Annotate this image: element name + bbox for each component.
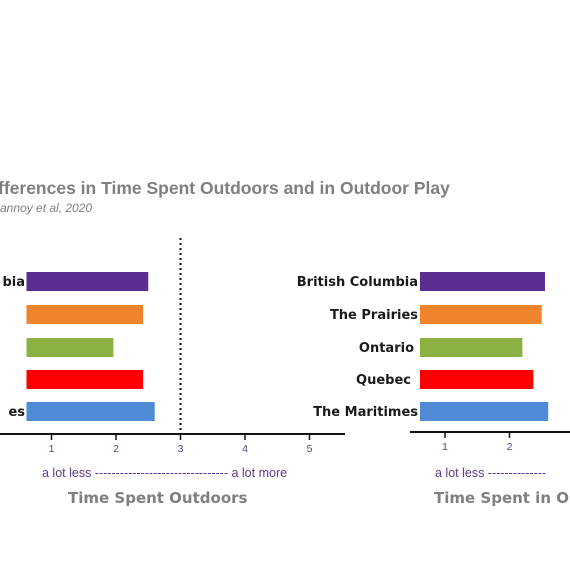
category-label: bia — [2, 275, 25, 290]
x-tick-label: 1 — [49, 443, 55, 455]
category-label: British Columbia — [297, 275, 418, 290]
category-label: Ontario — [359, 341, 414, 356]
x-axis-title: Time Spent in Out — [434, 489, 570, 507]
bar-2-4 — [420, 370, 534, 389]
x-tick-label: 2 — [507, 441, 513, 453]
bar-2-3 — [420, 338, 523, 357]
bar-1-2 — [26, 305, 144, 324]
bar-2-2 — [420, 305, 542, 324]
category-label: The Prairies — [330, 308, 418, 323]
category-label: Quebec — [356, 373, 411, 388]
bar-2-1 — [420, 272, 545, 291]
x-tick-label: 5 — [307, 443, 313, 455]
bar-2-5 — [420, 402, 549, 421]
x-tick-label: 4 — [242, 443, 248, 455]
category-label: es — [8, 405, 25, 420]
scale-label: a lot less -------------- — [435, 466, 546, 480]
bar-1-1 — [26, 272, 149, 291]
x-tick-label: 1 — [442, 441, 448, 453]
slide-title: fferences in Time Spent Outdoors and in … — [0, 178, 450, 198]
x-tick-label: 2 — [113, 443, 119, 455]
bar-1-3 — [26, 338, 114, 357]
category-label: The Maritimes — [313, 405, 418, 420]
slide-subtitle: annoy et al, 2020 — [0, 201, 93, 215]
bar-1-4 — [26, 370, 144, 389]
bar-1-5 — [26, 402, 155, 421]
scale-label: a lot less -----------------------------… — [42, 466, 287, 480]
x-axis-title: Time Spent Outdoors — [68, 489, 248, 507]
x-tick-label: 3 — [178, 443, 184, 455]
